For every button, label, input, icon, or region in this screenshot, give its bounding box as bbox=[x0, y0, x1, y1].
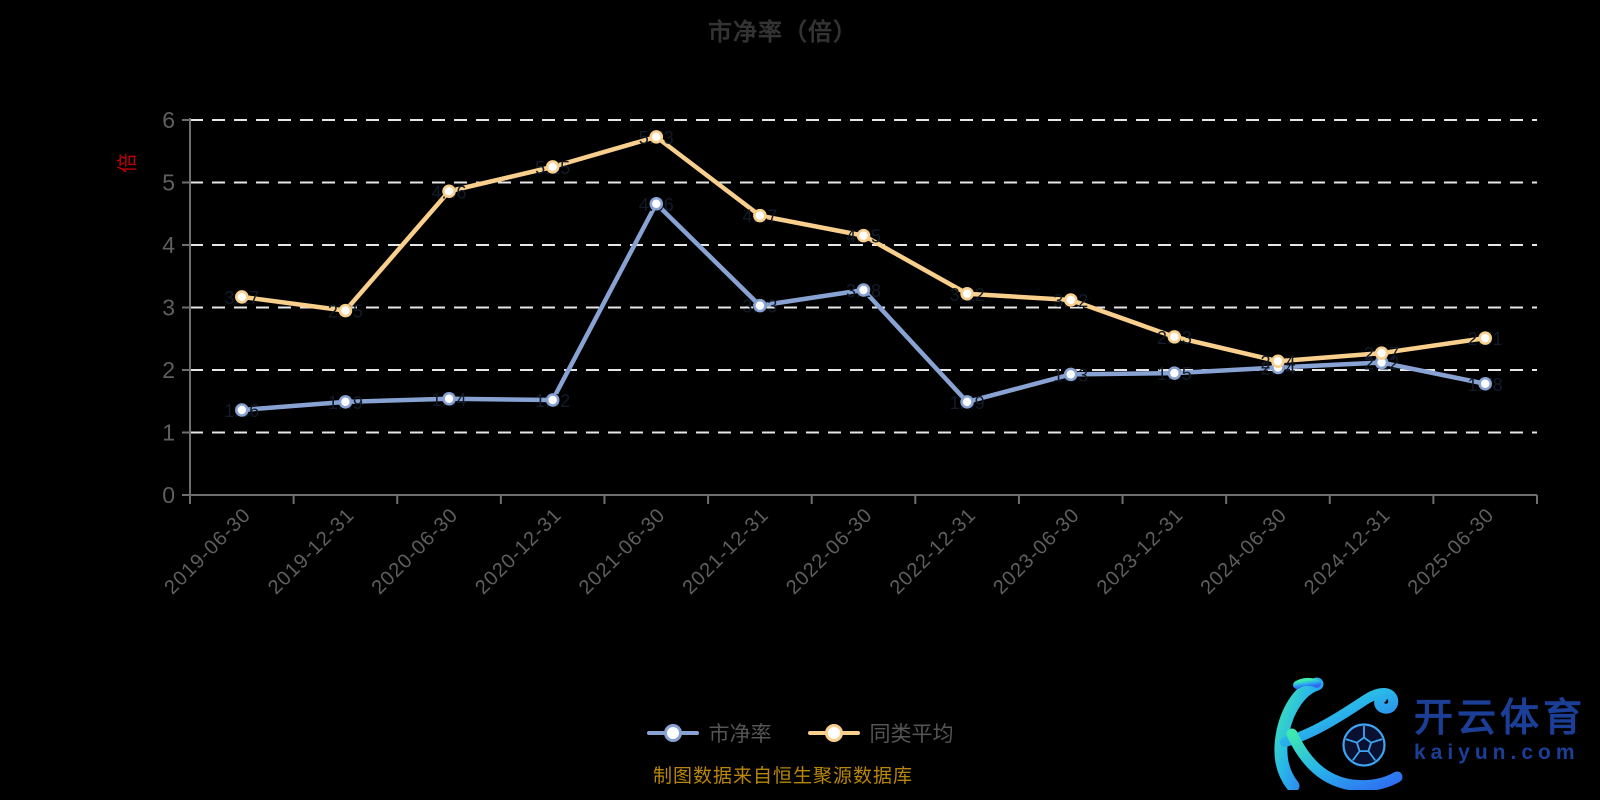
data-point-pb-ratio-2021-06-30[interactable] bbox=[649, 196, 664, 211]
logo-brand-name: 开云体育 bbox=[1413, 697, 1586, 740]
blue-line-marker-icon bbox=[646, 724, 699, 742]
data-point-pb-ratio-2019-12-31[interactable] bbox=[338, 395, 353, 409]
x-axis-label-2022-06-30: 2022-06-30 bbox=[782, 504, 877, 599]
soccer-ball-icon bbox=[1342, 723, 1386, 767]
y-tick-label-5: 5 bbox=[162, 170, 175, 196]
data-point-pb-ratio-2021-12-31[interactable] bbox=[753, 298, 767, 313]
data-point-category-average-2025-06-30[interactable] bbox=[1478, 331, 1492, 345]
y-tick-label-3: 3 bbox=[162, 295, 175, 321]
y-tick-label-4: 4 bbox=[162, 232, 175, 258]
data-point-pb-ratio-2022-06-30[interactable] bbox=[856, 283, 871, 297]
data-point-pb-ratio-2020-12-31[interactable] bbox=[545, 393, 560, 407]
data-point-category-average-2024-06-30[interactable] bbox=[1271, 354, 1285, 369]
kaiyun-logo[interactable]: 开云体育 kaiyun.com bbox=[1259, 672, 1586, 790]
y-tick-label-0: 0 bbox=[162, 482, 175, 508]
data-point-category-average-2023-12-31[interactable] bbox=[1167, 330, 1182, 344]
x-axis-label-2025-06-30: 2025-06-30 bbox=[1404, 504, 1499, 599]
data-point-pb-ratio-2023-06-30[interactable] bbox=[1063, 367, 1078, 382]
data-point-category-average-2019-12-31[interactable] bbox=[338, 303, 353, 318]
data-point-pb-ratio-2023-12-31[interactable] bbox=[1167, 366, 1182, 380]
data-point-category-average-2020-12-31[interactable] bbox=[545, 160, 560, 174]
y-axis-name: 倍 bbox=[116, 153, 139, 173]
y-tick-label-2: 2 bbox=[162, 357, 175, 383]
legend-item-pb-ratio[interactable]: 市净率 bbox=[646, 718, 772, 748]
chart-title: 市净率（倍） bbox=[708, 19, 858, 46]
series-line-category-average bbox=[239, 134, 1488, 364]
data-point-category-average-2020-06-30[interactable] bbox=[442, 184, 456, 199]
kaiyun-logo-text: 开云体育 kaiyun.com bbox=[1414, 699, 1586, 763]
data-point-category-average-2019-06-30[interactable] bbox=[235, 290, 249, 304]
legend-label-pb-ratio: 市净率 bbox=[708, 723, 772, 746]
data-point-category-average-2021-12-31[interactable] bbox=[753, 208, 767, 223]
x-axis-label-2019-12-31: 2019-12-31 bbox=[264, 504, 359, 599]
data-point-category-average-2022-06-30[interactable] bbox=[856, 228, 871, 243]
data-source-caption: 制图数据来自恒生聚源数据库 bbox=[652, 766, 913, 787]
data-point-category-average-2023-06-30[interactable] bbox=[1063, 293, 1078, 307]
legend-item-category-average[interactable]: 同类平均 bbox=[807, 718, 954, 748]
x-axis-label-2023-06-30: 2023-06-30 bbox=[989, 504, 1084, 599]
kaiyun-logo-mark bbox=[1274, 677, 1403, 790]
legend: 市净率 同类平均 bbox=[0, 718, 1600, 748]
x-axis-label-2020-12-31: 2020-12-31 bbox=[471, 504, 566, 599]
x-axis-label-2022-12-31: 2022-12-31 bbox=[886, 504, 981, 599]
data-point-pb-ratio-2019-06-30[interactable] bbox=[235, 403, 249, 417]
data-point-pb-ratio-2025-06-30[interactable] bbox=[1478, 376, 1492, 391]
y-tick-label-6: 6 bbox=[162, 107, 175, 133]
data-point-pb-ratio-2022-12-31[interactable] bbox=[960, 395, 974, 409]
x-axis-label-2023-12-31: 2023-12-31 bbox=[1093, 504, 1188, 599]
x-axis-label-2021-06-30: 2021-06-30 bbox=[575, 504, 670, 599]
yellow-line-marker-icon bbox=[807, 724, 860, 742]
x-axis-label-2021-12-31: 2021-12-31 bbox=[678, 504, 773, 599]
legend-label-category-average: 同类平均 bbox=[869, 723, 954, 746]
data-point-category-average-2021-06-30[interactable] bbox=[649, 130, 664, 144]
x-axis-label-2019-06-30: 2019-06-30 bbox=[160, 504, 255, 599]
data-point-category-average-2022-12-31[interactable] bbox=[960, 286, 974, 301]
x-axis-label-2020-06-30: 2020-06-30 bbox=[368, 504, 463, 599]
data-point-pb-ratio-2020-06-30[interactable] bbox=[442, 391, 456, 406]
y-tick-label-1: 1 bbox=[162, 420, 175, 446]
x-axis-label-2024-12-31: 2024-12-31 bbox=[1300, 504, 1395, 599]
logo-domain: kaiyun.com bbox=[1413, 741, 1580, 764]
data-point-category-average-2024-12-31[interactable] bbox=[1374, 346, 1389, 360]
x-axis-label-2024-06-30: 2024-06-30 bbox=[1197, 504, 1292, 599]
